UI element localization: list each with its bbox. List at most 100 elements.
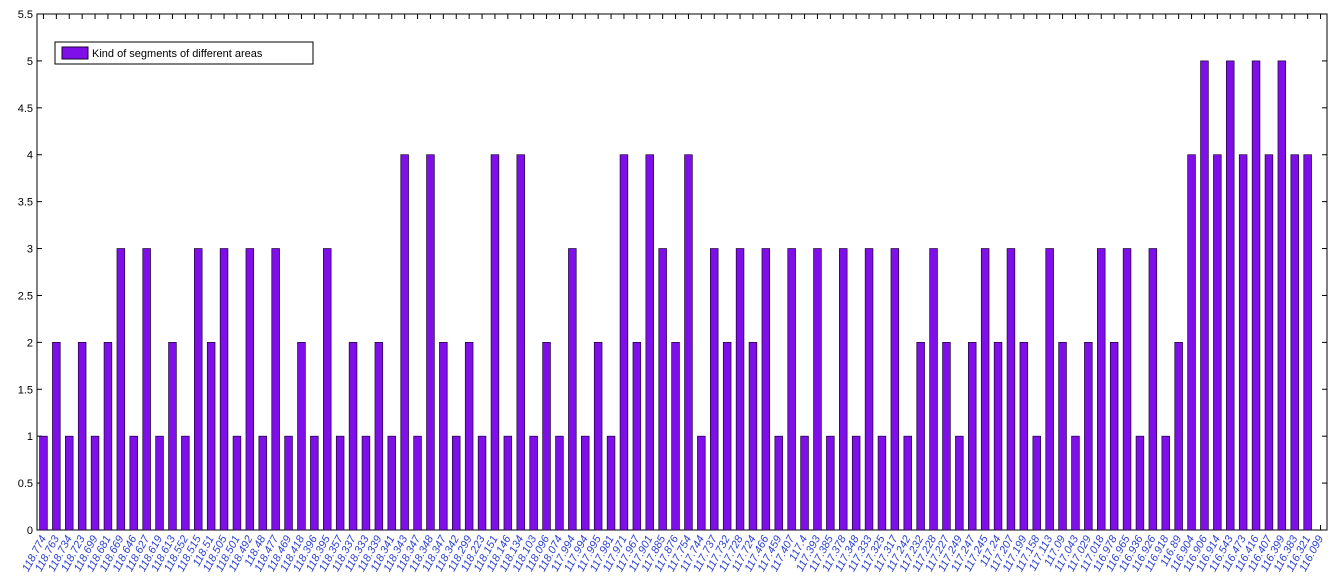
bar xyxy=(826,435,835,531)
bar xyxy=(155,435,164,531)
bar xyxy=(645,154,654,531)
y-tick-label: 0.5 xyxy=(18,478,33,490)
bar xyxy=(1187,154,1196,531)
bar xyxy=(400,154,409,531)
bar xyxy=(735,248,745,531)
bar xyxy=(606,435,616,531)
y-tick-label: 3.5 xyxy=(18,197,33,209)
bar xyxy=(181,435,190,531)
bar xyxy=(1251,60,1261,531)
bar xyxy=(503,435,513,531)
y-tick-label: 4 xyxy=(27,150,33,162)
bar xyxy=(516,154,525,531)
bar xyxy=(1109,342,1119,531)
bar xyxy=(335,435,345,531)
bar xyxy=(439,342,448,531)
y-tick-label: 1 xyxy=(27,431,33,443)
y-tick-label: 2 xyxy=(27,337,33,349)
y-tick-label: 2.5 xyxy=(18,290,33,302)
bar xyxy=(245,248,255,531)
bar xyxy=(374,342,384,531)
bar xyxy=(903,435,912,531)
bar xyxy=(1122,248,1132,531)
bar xyxy=(129,435,138,531)
bar xyxy=(1226,60,1235,531)
bar xyxy=(593,342,603,531)
bar xyxy=(581,435,590,531)
bar xyxy=(955,435,964,531)
bar xyxy=(968,342,977,531)
bar xyxy=(206,342,216,531)
bar xyxy=(864,248,874,531)
bar xyxy=(1135,435,1145,531)
bar xyxy=(1148,248,1158,531)
bar xyxy=(452,435,461,531)
bar xyxy=(1058,342,1067,531)
bar xyxy=(555,435,564,531)
bar xyxy=(916,342,925,531)
bar xyxy=(142,248,151,531)
bar xyxy=(426,154,435,531)
bar xyxy=(671,342,680,531)
bar xyxy=(839,248,848,531)
bar xyxy=(1200,60,1209,531)
legend-label: Kind of segments of different areas xyxy=(92,48,263,60)
bar xyxy=(658,248,667,531)
bar xyxy=(284,435,293,531)
bar xyxy=(1238,154,1248,531)
bar xyxy=(1084,342,1093,531)
bar xyxy=(761,248,771,531)
bar xyxy=(632,342,642,531)
bar xyxy=(258,435,267,531)
bar xyxy=(774,435,783,531)
bar xyxy=(529,435,538,531)
bar xyxy=(1264,154,1274,531)
bar xyxy=(877,435,887,531)
y-tick-label: 5.5 xyxy=(18,9,33,21)
bar xyxy=(813,248,822,531)
bar xyxy=(1097,248,1106,531)
bar xyxy=(39,435,48,531)
bar xyxy=(1174,342,1183,531)
bar xyxy=(800,435,809,531)
plot-frame xyxy=(36,13,1328,531)
y-tick-label: 0 xyxy=(27,525,33,537)
bar xyxy=(1161,435,1170,531)
bar xyxy=(219,248,229,531)
legend-box xyxy=(54,41,314,65)
bar xyxy=(787,248,796,531)
y-tick-label: 1.5 xyxy=(18,384,33,396)
bar xyxy=(1290,154,1299,531)
bar xyxy=(52,342,61,531)
bar xyxy=(490,154,500,531)
bar xyxy=(103,342,113,531)
bar xyxy=(1071,435,1080,531)
bar xyxy=(1213,154,1222,531)
bar xyxy=(697,435,706,531)
bar xyxy=(413,435,422,531)
bar xyxy=(722,342,732,531)
legend-swatch xyxy=(61,46,89,60)
bar xyxy=(77,342,87,531)
bar xyxy=(684,154,693,531)
bar xyxy=(116,248,126,531)
bar xyxy=(90,435,100,531)
bar xyxy=(993,342,1003,531)
bar xyxy=(929,248,938,531)
bar xyxy=(348,342,358,531)
bar xyxy=(477,435,487,531)
bar xyxy=(980,248,990,531)
bar xyxy=(890,248,900,531)
bar xyxy=(464,342,474,531)
bar xyxy=(271,248,280,531)
y-tick-label: 4.5 xyxy=(18,103,33,115)
bar xyxy=(1303,154,1312,531)
bar xyxy=(1032,435,1041,531)
bar xyxy=(232,435,242,531)
bar xyxy=(387,435,396,531)
bar xyxy=(568,248,577,531)
bar xyxy=(361,435,371,531)
bar xyxy=(1277,60,1287,531)
bar xyxy=(710,248,719,531)
